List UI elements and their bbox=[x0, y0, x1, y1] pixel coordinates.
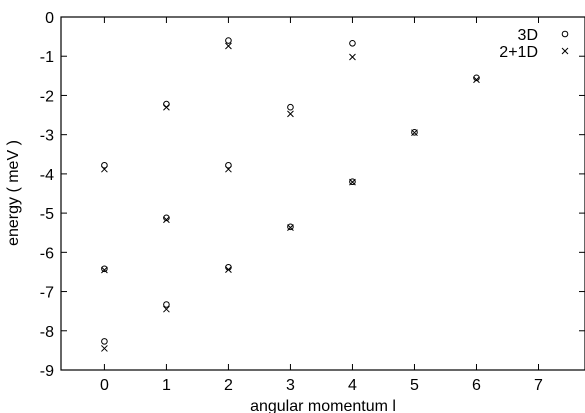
point-2plus1d-1 bbox=[101, 266, 108, 274]
point-3d-1 bbox=[101, 265, 108, 273]
y-tick-label-3: -3 bbox=[40, 128, 54, 145]
point-2plus1d-9 bbox=[287, 224, 294, 231]
y-tick-label-9: -9 bbox=[40, 363, 54, 380]
point-2plus1d-12 bbox=[349, 53, 356, 61]
y-tick-label-8: -8 bbox=[40, 324, 54, 341]
point-2plus1d-0 bbox=[101, 345, 108, 352]
x-axis-label: angular momentum l bbox=[250, 398, 396, 413]
point-2plus1d-8 bbox=[225, 42, 232, 50]
x-tick-label-7: 7 bbox=[534, 377, 543, 394]
point-2plus1d-5 bbox=[163, 103, 170, 111]
x-tick-label-2: 2 bbox=[224, 377, 233, 394]
point-3d-3 bbox=[163, 301, 170, 308]
point-3d-2 bbox=[101, 161, 108, 169]
point-3d-4 bbox=[163, 214, 170, 222]
point-3d-5 bbox=[163, 100, 170, 108]
point-2plus1d-7 bbox=[225, 165, 232, 173]
plot-frame bbox=[60, 16, 585, 371]
x-tick-label-4: 4 bbox=[348, 377, 357, 394]
y-tick-label-4: -4 bbox=[40, 167, 54, 184]
x-tick-label-6: 6 bbox=[472, 377, 481, 394]
point-3d-9 bbox=[287, 223, 294, 231]
legend-marker-circle bbox=[561, 30, 569, 38]
point-3d-0 bbox=[101, 338, 108, 345]
point-3d-13 bbox=[411, 129, 418, 136]
x-tick-label-5: 5 bbox=[410, 377, 419, 394]
y-tick-label-2: -2 bbox=[40, 88, 54, 105]
point-3d-12 bbox=[349, 39, 356, 47]
y-tick-label-1: -1 bbox=[40, 49, 54, 66]
points-layer bbox=[101, 37, 480, 352]
x-tick-label-3: 3 bbox=[286, 377, 295, 394]
y-tick-label-7: -7 bbox=[40, 285, 54, 302]
tick-labels-layer: 0 1 2 3 4 5 6 7 0 -1 -2 -3 -4 -5 -6 -7 -8 -9 bbox=[40, 10, 543, 394]
point-3d-11 bbox=[349, 178, 356, 186]
point-3d-14 bbox=[473, 74, 480, 82]
point-3d-8 bbox=[225, 37, 232, 44]
y-axis-label: energy ( meV ) bbox=[5, 140, 22, 246]
y-tick-label-0: 0 bbox=[45, 10, 54, 27]
x-tick-label-1: 1 bbox=[162, 377, 171, 394]
point-2plus1d-13 bbox=[411, 129, 418, 137]
x-tick-label-0: 0 bbox=[100, 377, 109, 394]
point-2plus1d-10 bbox=[287, 110, 294, 118]
legend-label-3d: 3D bbox=[518, 27, 538, 44]
y-tick-label-5: -5 bbox=[40, 206, 54, 223]
point-2plus1d-2 bbox=[101, 165, 108, 173]
point-3d-10 bbox=[287, 103, 294, 111]
point-3d-7 bbox=[225, 161, 232, 169]
legend-label-2plus1d: 2+1D bbox=[499, 44, 538, 61]
point-2plus1d-11 bbox=[349, 178, 356, 186]
point-2plus1d-14 bbox=[473, 76, 480, 84]
point-2plus1d-3 bbox=[163, 305, 170, 313]
point-2plus1d-6 bbox=[225, 266, 232, 273]
y-tick-label-6: -6 bbox=[40, 245, 54, 262]
point-2plus1d-4 bbox=[163, 216, 170, 224]
legend-marker-cross bbox=[561, 47, 569, 55]
legend: 3D 2+1D bbox=[499, 27, 569, 61]
ticks-layer bbox=[61, 16, 585, 371]
